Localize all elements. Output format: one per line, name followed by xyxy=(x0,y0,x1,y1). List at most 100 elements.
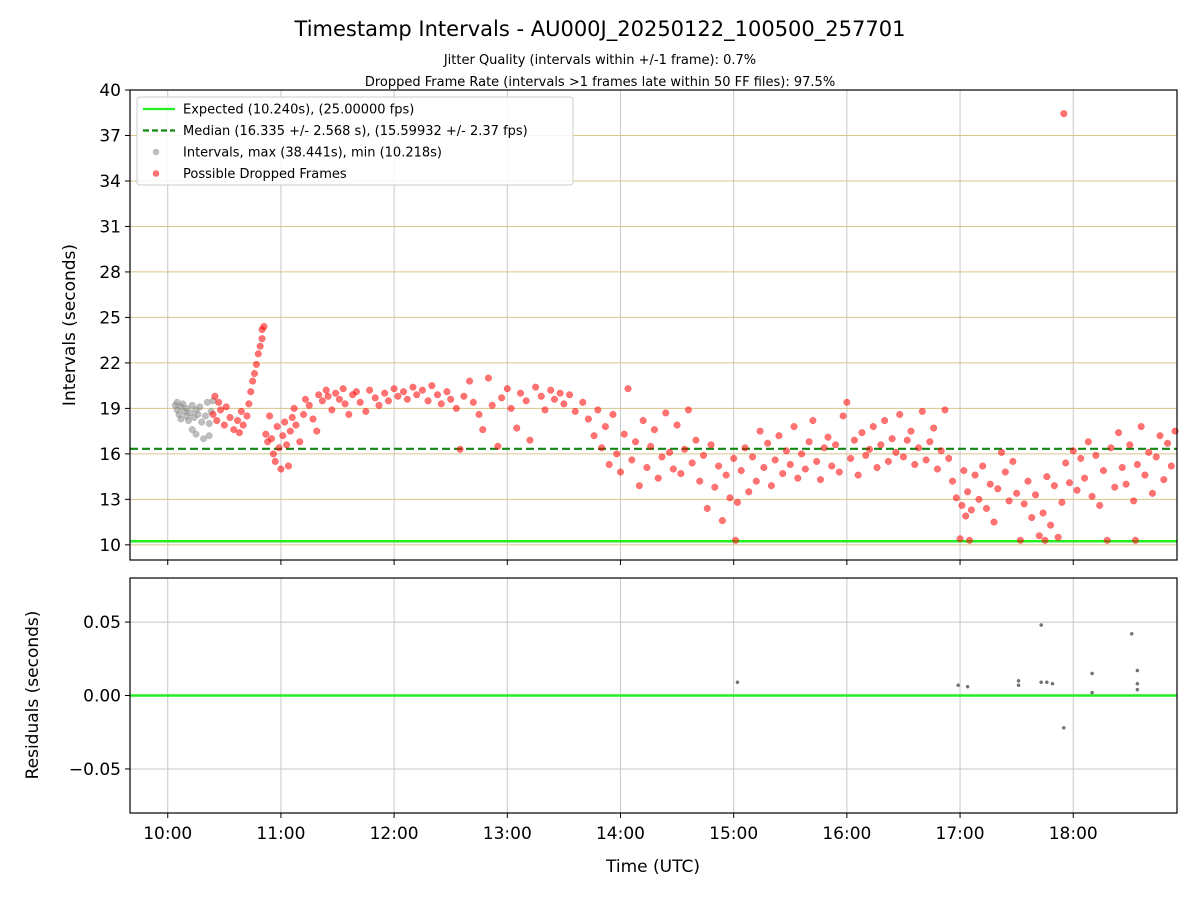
interval-point xyxy=(273,423,281,431)
interval-point xyxy=(1092,451,1100,459)
interval-point xyxy=(488,401,496,409)
interval-point xyxy=(941,406,949,414)
interval-point xyxy=(775,432,783,440)
legend-median: Median (16.335 +/- 2.568 s), (15.59932 +… xyxy=(143,124,528,139)
residual-point xyxy=(1090,690,1094,695)
residual-point xyxy=(1090,671,1094,676)
interval-point xyxy=(1130,497,1138,505)
interval-point xyxy=(733,498,741,506)
residuals-plot: −0.05 0.00 0.05 10:00 11:00 12:00 13:00 14:00 15… xyxy=(69,577,1178,844)
interval-point xyxy=(362,407,370,415)
legend-expected: Expected (10.240s), (25.00000 fps) xyxy=(143,103,414,118)
y-tick-label: 22 xyxy=(99,354,121,374)
interval-point xyxy=(366,386,374,394)
interval-point xyxy=(322,386,330,394)
residual-point xyxy=(1016,683,1021,688)
interval-point xyxy=(862,451,870,459)
interval-point xyxy=(243,412,251,420)
interval-point xyxy=(994,485,1002,493)
interval-point xyxy=(437,400,445,408)
interval-point xyxy=(335,395,343,403)
interval-point xyxy=(1167,462,1175,470)
interval-point xyxy=(571,407,579,415)
interval-point xyxy=(715,462,723,470)
interval-point xyxy=(371,394,379,402)
interval-point xyxy=(892,448,900,456)
interval-point xyxy=(1013,489,1021,497)
x-tick-label: 11:00 xyxy=(256,824,305,844)
interval-point xyxy=(258,335,266,343)
plot-frame xyxy=(129,89,1178,561)
interval-point xyxy=(1001,468,1009,476)
interval-point xyxy=(1016,536,1024,544)
interval-point xyxy=(384,397,392,405)
legend-label: Intervals, max (38.441s), min (10.218s) xyxy=(183,146,442,161)
interval-point xyxy=(828,462,836,470)
interval-point xyxy=(262,430,270,438)
interval-point xyxy=(650,426,658,434)
residual-point xyxy=(965,684,970,689)
bottom-y-axis-label: Residuals (seconds) xyxy=(23,611,43,780)
interval-point xyxy=(220,421,228,429)
interval-point xyxy=(460,392,468,400)
interval-point xyxy=(226,413,234,422)
interval-point xyxy=(456,445,464,453)
interval-point xyxy=(266,412,274,420)
interval-point xyxy=(948,477,957,485)
x-tick-label: 10:00 xyxy=(143,824,192,844)
interval-point xyxy=(854,471,862,479)
interval-point xyxy=(824,433,832,441)
interval-point xyxy=(956,535,964,543)
interval-point xyxy=(998,448,1006,456)
interval-point xyxy=(1137,423,1145,431)
interval-point xyxy=(1054,533,1062,541)
y-tick-label: 13 xyxy=(99,490,121,510)
interval-point xyxy=(1031,491,1040,499)
interval-point xyxy=(1148,489,1157,497)
interval-point xyxy=(550,395,559,403)
interval-point xyxy=(215,398,223,406)
interval-point xyxy=(624,385,632,393)
interval-point xyxy=(1141,471,1149,479)
y-tick-label: 40 xyxy=(99,81,121,101)
interval-point xyxy=(620,430,628,438)
interval-point xyxy=(194,410,202,419)
interval-point xyxy=(213,416,221,425)
interval-point xyxy=(413,391,421,399)
y-tick-label: 31 xyxy=(99,217,121,237)
interval-point xyxy=(696,477,704,485)
y-tick-label: 16 xyxy=(99,445,121,465)
interval-point xyxy=(801,465,809,473)
interval-point xyxy=(292,421,300,429)
interval-point xyxy=(177,415,185,423)
interval-point xyxy=(752,477,760,485)
interval-point xyxy=(820,444,828,452)
legend-label: Possible Dropped Frames xyxy=(183,167,347,182)
interval-point xyxy=(394,392,402,400)
interval-point xyxy=(1160,476,1168,484)
interval-point xyxy=(605,460,613,469)
interval-point xyxy=(965,536,974,544)
interval-point xyxy=(237,407,245,415)
interval-point xyxy=(933,465,941,473)
residual-point xyxy=(1061,725,1066,730)
interval-point xyxy=(843,398,851,406)
interval-point xyxy=(1077,454,1085,462)
interval-point xyxy=(1050,482,1058,490)
interval-point xyxy=(281,418,289,426)
y-tick-label: 28 xyxy=(99,263,121,283)
interval-point xyxy=(313,427,321,435)
interval-point xyxy=(839,412,847,420)
interval-point xyxy=(522,397,530,405)
interval-point xyxy=(200,435,208,443)
interval-point xyxy=(209,410,217,419)
interval-point xyxy=(952,494,960,502)
residual-point xyxy=(1135,687,1140,692)
interval-point xyxy=(183,404,191,412)
interval-point xyxy=(1118,463,1126,472)
interval-point xyxy=(290,404,298,412)
interval-point xyxy=(598,444,606,452)
interval-point xyxy=(1041,536,1049,544)
interval-point xyxy=(831,441,840,449)
interval-point xyxy=(805,438,813,446)
